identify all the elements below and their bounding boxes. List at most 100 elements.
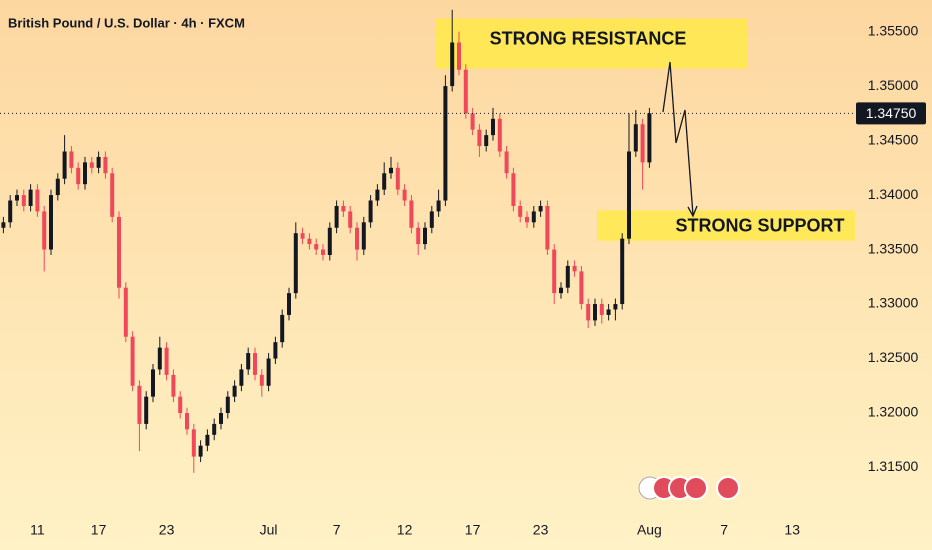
candle-body (341, 205, 346, 212)
x-tick-label: 7 (333, 522, 341, 538)
candle-body (28, 189, 33, 206)
candle-body (355, 227, 359, 250)
candle-body (117, 216, 121, 288)
candle-body (402, 189, 407, 201)
candle-body (361, 222, 366, 250)
candle-body (225, 396, 230, 414)
candle-body (205, 434, 210, 446)
candle-body (69, 151, 74, 168)
candle-body (266, 358, 271, 386)
candle-body (416, 227, 421, 245)
price-zone (597, 210, 855, 241)
candle-body (198, 445, 203, 457)
candle-body (647, 113, 652, 163)
candle-body (287, 293, 291, 315)
candle-body (239, 369, 244, 386)
candle-body (511, 173, 516, 206)
candle-body (613, 304, 618, 310)
candle-body (491, 118, 495, 136)
candle-body (599, 304, 604, 315)
candle-body (321, 249, 325, 255)
event-icon (716, 476, 740, 500)
candle-body (307, 238, 312, 245)
candle-body (436, 200, 441, 212)
x-tick-label: 11 (30, 522, 45, 538)
candle-body (219, 413, 223, 424)
candle-body (327, 227, 332, 255)
y-tick-label: 1.32500 (868, 349, 919, 365)
y-tick-label: 1.35500 (868, 22, 919, 38)
candle-body (246, 353, 251, 370)
event-icon (684, 476, 708, 500)
candle-body (144, 396, 149, 424)
candle-body (83, 162, 87, 185)
candle-body (42, 211, 47, 250)
candle-body (450, 42, 455, 87)
candle-body (293, 233, 298, 294)
candle-body (21, 195, 26, 206)
candle-body (368, 200, 373, 223)
last-price-label: 1.34750 (866, 105, 917, 121)
candle-body (348, 211, 353, 228)
y-tick-label: 1.32000 (868, 404, 919, 420)
candle-body (96, 156, 101, 168)
candle-body (572, 265, 577, 272)
candle-body (191, 429, 196, 457)
candle-body (565, 265, 570, 288)
x-tick-label: 7 (720, 522, 728, 538)
candle-body (15, 195, 19, 201)
candle-body (130, 336, 135, 386)
x-tick-label: 23 (159, 522, 175, 538)
candle-body (334, 205, 339, 228)
candle-body (178, 396, 183, 414)
zone-label: STRONG RESISTANCE (490, 28, 687, 48)
candle-body (518, 205, 523, 217)
candle-body (212, 423, 217, 435)
chart-title: British Pound / U.S. Dollar · 4h · FXCM (8, 15, 245, 30)
candle-body (151, 369, 155, 397)
candle-body (164, 347, 169, 375)
x-tick-label: 23 (533, 522, 549, 538)
candle-body (627, 151, 631, 239)
candle-body (137, 385, 142, 424)
candle-body (538, 205, 543, 212)
candle-body (579, 271, 584, 305)
candle-body (110, 173, 115, 217)
candle-body (382, 173, 387, 190)
x-tick-label: 12 (397, 522, 413, 538)
candle-body (586, 304, 591, 321)
candle-body (232, 385, 237, 397)
candle-body (640, 124, 645, 163)
candle-body (470, 113, 475, 130)
candle-body (253, 353, 257, 375)
price-zone (435, 18, 748, 69)
candle-body (157, 347, 162, 370)
projection-arrow (662, 61, 694, 216)
candle-body (606, 309, 611, 315)
candle-body (375, 189, 380, 201)
candle-body (531, 211, 536, 223)
event-icons (638, 476, 740, 500)
candle-body (525, 216, 529, 223)
candle-body (314, 244, 319, 250)
x-tick-label: 17 (91, 522, 107, 538)
candle-body (409, 200, 414, 228)
candle-body (89, 162, 94, 168)
candle-body (62, 151, 67, 179)
zone-label: STRONG SUPPORT (675, 215, 844, 235)
candle-body (1, 222, 6, 228)
y-tick-label: 1.33000 (868, 295, 919, 311)
y-tick-label: 1.34500 (868, 131, 919, 147)
candle-body (545, 205, 550, 250)
candle-body (300, 233, 305, 239)
y-tick-label: 1.33500 (868, 240, 919, 256)
candle-body (123, 287, 128, 337)
candle-body (55, 178, 60, 196)
last-price-badge (856, 102, 926, 125)
candle-body (477, 129, 482, 147)
candle-body (559, 287, 563, 294)
candle-body (273, 342, 278, 359)
candle-body (76, 167, 81, 185)
candle-body (389, 167, 393, 174)
